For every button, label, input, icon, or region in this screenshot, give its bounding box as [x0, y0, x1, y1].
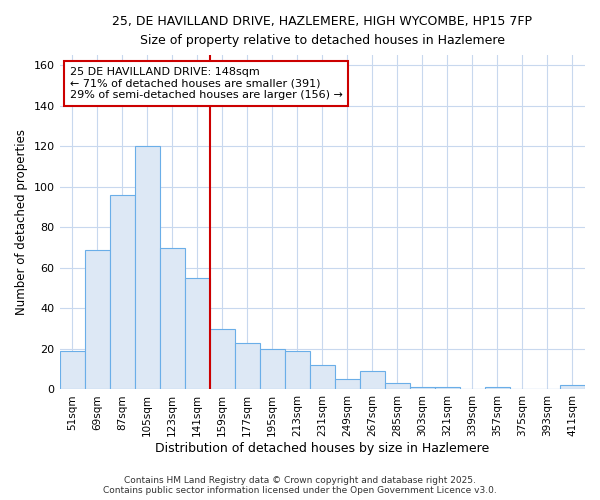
Title: 25, DE HAVILLAND DRIVE, HAZLEMERE, HIGH WYCOMBE, HP15 7FP
Size of property relat: 25, DE HAVILLAND DRIVE, HAZLEMERE, HIGH … — [112, 15, 532, 47]
Bar — [385, 384, 410, 390]
Bar — [235, 343, 260, 390]
Bar — [485, 388, 510, 390]
Bar — [185, 278, 209, 390]
Bar — [285, 351, 310, 390]
Bar — [410, 388, 435, 390]
Bar — [435, 388, 460, 390]
Bar — [335, 380, 360, 390]
X-axis label: Distribution of detached houses by size in Hazlemere: Distribution of detached houses by size … — [155, 442, 490, 455]
Bar — [310, 365, 335, 390]
Bar — [160, 248, 185, 390]
Bar — [260, 349, 285, 390]
Text: Contains HM Land Registry data © Crown copyright and database right 2025.
Contai: Contains HM Land Registry data © Crown c… — [103, 476, 497, 495]
Bar — [59, 351, 85, 390]
Bar — [360, 371, 385, 390]
Y-axis label: Number of detached properties: Number of detached properties — [15, 130, 28, 316]
Bar — [110, 195, 134, 390]
Text: 25 DE HAVILLAND DRIVE: 148sqm
← 71% of detached houses are smaller (391)
29% of : 25 DE HAVILLAND DRIVE: 148sqm ← 71% of d… — [70, 67, 343, 100]
Bar — [85, 250, 110, 390]
Bar — [209, 328, 235, 390]
Bar — [134, 146, 160, 390]
Bar — [560, 386, 585, 390]
